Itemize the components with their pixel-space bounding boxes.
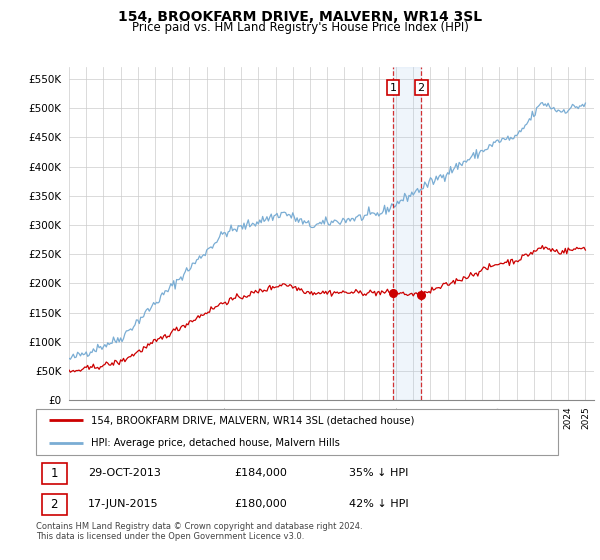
Text: 2: 2 [418,83,425,92]
Text: 17-JUN-2015: 17-JUN-2015 [88,500,159,510]
Text: 42% ↓ HPI: 42% ↓ HPI [349,500,409,510]
Text: 1: 1 [389,83,397,92]
Text: 35% ↓ HPI: 35% ↓ HPI [349,468,409,478]
Text: Price paid vs. HM Land Registry's House Price Index (HPI): Price paid vs. HM Land Registry's House … [131,21,469,34]
Text: 29-OCT-2013: 29-OCT-2013 [88,468,161,478]
Text: £184,000: £184,000 [235,468,287,478]
Text: 154, BROOKFARM DRIVE, MALVERN, WR14 3SL: 154, BROOKFARM DRIVE, MALVERN, WR14 3SL [118,10,482,24]
Text: £180,000: £180,000 [235,500,287,510]
Text: 154, BROOKFARM DRIVE, MALVERN, WR14 3SL (detached house): 154, BROOKFARM DRIVE, MALVERN, WR14 3SL … [91,416,414,425]
Text: Contains HM Land Registry data © Crown copyright and database right 2024.
This d: Contains HM Land Registry data © Crown c… [36,522,362,542]
FancyBboxPatch shape [42,494,67,515]
FancyBboxPatch shape [36,409,558,455]
Text: HPI: Average price, detached house, Malvern Hills: HPI: Average price, detached house, Malv… [91,438,340,448]
Text: 2: 2 [50,498,58,511]
Bar [393,67,421,400]
Text: 1: 1 [50,466,58,479]
FancyBboxPatch shape [42,463,67,483]
